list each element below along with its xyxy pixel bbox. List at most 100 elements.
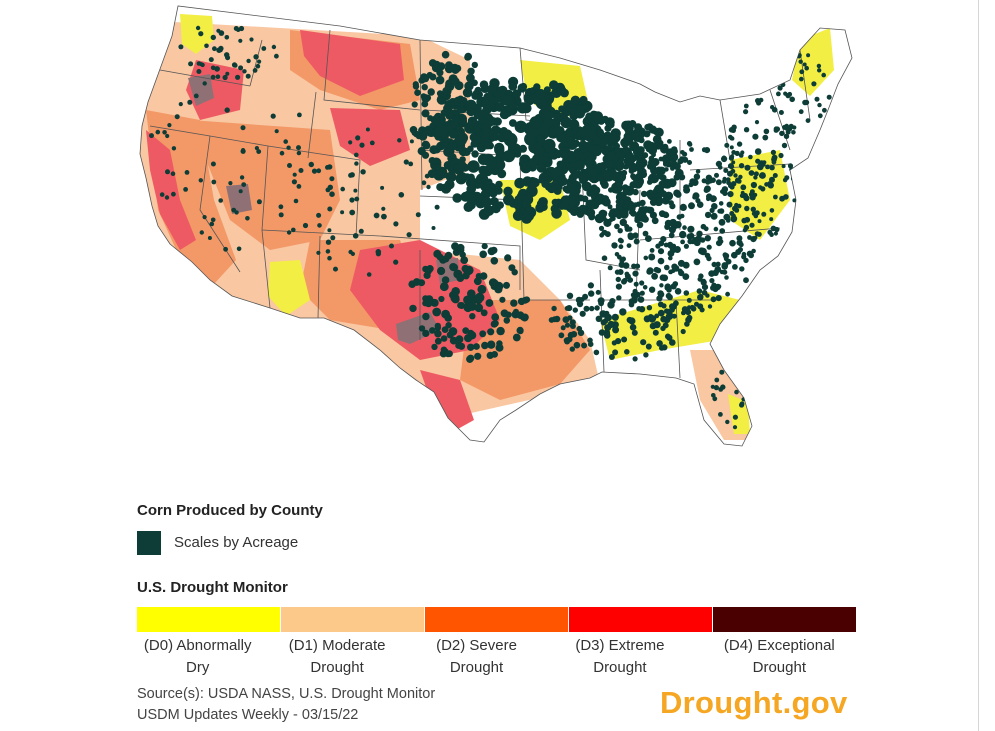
- corn-county-dot: [739, 193, 745, 198]
- corn-county-dot: [629, 324, 637, 331]
- corn-county-dot: [522, 194, 534, 205]
- corn-county-dot: [316, 168, 322, 174]
- corn-county-dot: [233, 26, 239, 31]
- corn-county-dot: [503, 281, 510, 289]
- corn-county-dot: [610, 171, 621, 182]
- corn-county-dot: [286, 230, 292, 235]
- corn-county-dot: [687, 142, 693, 147]
- corn-county-dot: [651, 217, 659, 225]
- corn-county-dot: [778, 110, 784, 115]
- corn-county-dot: [325, 249, 330, 254]
- corn-county-dot: [434, 322, 441, 330]
- corn-county-dot: [473, 343, 480, 350]
- corn-county-dot: [658, 240, 665, 247]
- corn-county-dot: [778, 152, 784, 159]
- corn-county-dot: [621, 142, 628, 149]
- corn-county-dot: [214, 66, 220, 72]
- corn-county-dot: [598, 329, 606, 336]
- corn-county-dot: [622, 196, 627, 202]
- corn-county-dot: [721, 179, 727, 184]
- corn-county-dot: [325, 239, 332, 245]
- corn-county-dot: [563, 108, 571, 117]
- corn-county-dot: [519, 82, 528, 91]
- corn-county-dot: [183, 187, 189, 192]
- corn-county-dot: [521, 296, 529, 304]
- corn-county-dot: [434, 163, 442, 171]
- corn-county-dot: [761, 211, 767, 217]
- corn-county-dot: [354, 161, 359, 166]
- corn-county-dot: [502, 129, 513, 140]
- corn-county-dot: [468, 119, 477, 127]
- update-line: USDM Updates Weekly - 03/15/22: [137, 707, 359, 723]
- corn-county-dot: [706, 196, 711, 202]
- corn-county-dot: [490, 257, 499, 265]
- corn-county-dot: [668, 255, 673, 261]
- corn-county-dot: [375, 249, 382, 255]
- corn-county-dot: [731, 124, 737, 130]
- corn-county-dot: [616, 212, 623, 220]
- corn-county-dot: [710, 296, 717, 303]
- corn-county-dot: [349, 172, 355, 178]
- corn-county-dot: [723, 262, 729, 267]
- category-label-d2: (D2) Severe Drought: [436, 637, 517, 676]
- corn-county-dot: [725, 291, 730, 297]
- corn-county-dot: [610, 132, 621, 143]
- corn-county-dot: [607, 204, 613, 210]
- corn-county-dot: [582, 181, 592, 192]
- corn-county-dot: [517, 328, 524, 335]
- corn-county-dot: [669, 303, 676, 310]
- corn-county-dot: [708, 270, 715, 277]
- corn-county-dot: [697, 294, 704, 301]
- corn-county-dot: [733, 350, 739, 356]
- corn-county-dot: [773, 231, 779, 236]
- corn-county-dot: [560, 88, 569, 98]
- corn-county-dot: [754, 120, 760, 125]
- corn-county-dot: [755, 158, 761, 164]
- corn-county-dot: [632, 188, 639, 196]
- corn-county-dot: [462, 87, 473, 98]
- corn-county-dot: [731, 217, 737, 223]
- corn-county-dot: [432, 145, 441, 154]
- corn-county-dot: [798, 109, 804, 115]
- corn-county-dot: [783, 194, 789, 200]
- corn-county-dot: [165, 133, 170, 139]
- corn-county-dot: [634, 217, 640, 223]
- corn-county-dot: [634, 183, 640, 189]
- corn-county-dot: [680, 239, 685, 245]
- drought-area-d3-oregon: [186, 60, 244, 120]
- corn-county-dot: [648, 253, 656, 261]
- corn-county-dot: [598, 162, 608, 171]
- corn-county-dot: [566, 136, 576, 146]
- corn-county-dot: [732, 414, 739, 420]
- corn-county-dot: [503, 317, 511, 324]
- corn-county-dot: [451, 77, 460, 86]
- corn-county-dot: [754, 148, 762, 155]
- corn-county-dot: [713, 385, 720, 391]
- corn-county-dot: [687, 160, 692, 165]
- corn-county-dot: [241, 148, 246, 153]
- corn-county-dot: [507, 141, 516, 150]
- corn-county-dot: [627, 232, 634, 239]
- source-line: Source(s): USDA NASS, U.S. Drought Monit…: [137, 686, 436, 702]
- corn-county-dot: [359, 142, 365, 148]
- corn-county-dot: [421, 75, 430, 83]
- corn-county-dot: [617, 237, 624, 243]
- corn-county-dot: [545, 144, 556, 154]
- corn-county-dot: [553, 112, 564, 123]
- corn-county-dot: [548, 167, 555, 174]
- corn-county-dot: [688, 202, 695, 210]
- corn-county-dot: [457, 342, 466, 350]
- corn-county-dot: [463, 267, 472, 276]
- corn-county-dot: [826, 94, 832, 100]
- corn-county-dot: [448, 327, 458, 336]
- corn-county-dot: [329, 176, 335, 182]
- corn-county-dot: [792, 198, 797, 203]
- drought-gov-logo[interactable]: Drought.gov: [660, 685, 848, 720]
- corn-county-dot: [571, 126, 579, 134]
- us-drought-corn-map[interactable]: [0, 0, 995, 480]
- corn-county-dot: [615, 151, 622, 158]
- corn-county-dot: [704, 211, 712, 219]
- corn-county-dot: [693, 258, 701, 266]
- corn-county-dot: [569, 346, 575, 352]
- corn-county-dot: [686, 233, 694, 240]
